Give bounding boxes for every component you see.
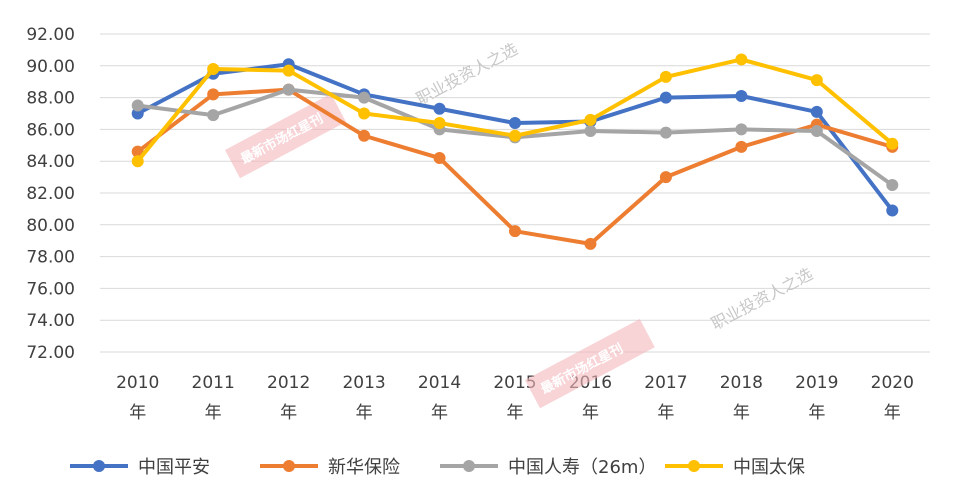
y-tick-label: 86.00 [26,120,75,140]
data-point [207,62,220,75]
data-point [131,99,144,112]
data-point [358,129,371,142]
x-tick-label-suffix: 年 [657,403,674,423]
x-tick-label-suffix: 年 [356,403,373,423]
x-tick-label-suffix: 年 [808,403,825,423]
series-4 [131,53,899,168]
legend-marker [93,460,105,472]
watermark-badge-bg [225,93,346,179]
y-tick-label: 82.00 [26,184,75,204]
data-point [433,102,446,115]
grid-layer [100,33,930,353]
data-point [735,90,748,103]
data-point [735,123,748,136]
x-tick-label-suffix: 年 [507,403,524,423]
data-point [282,83,295,96]
x-tick-label: 2013 [342,373,385,393]
data-point [886,204,899,217]
x-tick-label: 2012 [267,373,310,393]
y-tick-label: 72.00 [26,343,75,363]
y-tick-label: 92.00 [26,25,75,45]
x-tick-label-suffix: 年 [205,403,222,423]
x-tick-label: 2019 [795,373,838,393]
data-point [131,155,144,168]
data-point [659,126,672,139]
legend-item-4: 中国太保 [665,457,805,478]
x-axis-tick-labels: 2010年2011年2012年2013年2014年2015年2016年2017年… [116,373,914,423]
data-point [735,53,748,66]
x-tick-label: 2014 [418,373,461,393]
x-tick-label: 2011 [192,373,235,393]
data-point [207,88,220,101]
x-tick-label: 2015 [493,373,536,393]
x-tick-label-suffix: 年 [280,403,297,423]
watermark-text: 职业投资人之选 [708,264,816,333]
x-tick-label: 2017 [644,373,687,393]
x-tick-label-suffix: 年 [431,403,448,423]
watermark-badge-bg [525,318,655,409]
legend-item-3: 中国人寿（26m） [440,457,656,478]
x-tick-label-suffix: 年 [884,403,901,423]
data-point [358,91,371,104]
legend-marker [463,460,475,472]
data-point [509,129,521,142]
y-tick-label: 80.00 [26,216,75,236]
watermark-1: 职业投资人之选 [413,39,521,108]
y-axis-tick-labels: 92.00 90.00 88.00 86.00 84.00 82.00 80.00 78.00… [26,25,75,363]
y-tick-label: 74.00 [26,311,75,331]
data-point [358,107,371,120]
y-tick-label: 76.00 [26,279,75,299]
data-point [659,70,672,83]
legend-marker [283,460,295,472]
data-point [659,171,672,184]
data-point [886,137,899,150]
y-tick-label: 78.00 [26,248,75,268]
y-tick-label: 90.00 [26,57,75,77]
y-tick-label: 84.00 [26,152,75,172]
x-tick-label-suffix: 年 [582,403,599,423]
watermark-2: 职业投资人之选 [708,264,816,333]
data-point [207,109,220,122]
y-tick-label: 88.00 [26,89,75,109]
watermark-text: 职业投资人之选 [413,39,521,108]
data-point [433,117,446,130]
legend-label: 中国平安 [138,457,210,478]
data-point [584,237,597,250]
x-tick-label-suffix: 年 [129,403,146,423]
data-point [584,124,597,137]
data-point [584,113,597,126]
data-point [810,124,823,137]
legend-item-1: 中国平安 [70,457,210,478]
data-point [282,64,295,77]
data-point [810,105,823,118]
series-layer [131,53,899,250]
watermark-badge-2: 最新市场红星刊 [525,318,655,409]
legend-marker [688,460,700,472]
x-tick-label: 2018 [720,373,763,393]
legend: 中国平安 新华保险 中国人寿（26m） 中国太保 [70,457,805,478]
x-tick-label: 2020 [871,373,914,393]
data-point [509,225,521,238]
data-point [433,152,446,165]
data-point [659,91,672,104]
legend-label: 中国人寿（26m） [508,457,656,478]
legend-label: 新华保险 [328,457,400,478]
x-tick-label: 2010 [116,373,159,393]
data-point [509,117,521,130]
legend-item-2: 新华保险 [260,457,400,478]
data-point [735,140,748,153]
series-2 [131,83,899,250]
data-point [886,179,899,192]
data-point [810,74,823,87]
legend-label: 中国太保 [733,457,805,478]
x-tick-label-suffix: 年 [733,403,750,423]
